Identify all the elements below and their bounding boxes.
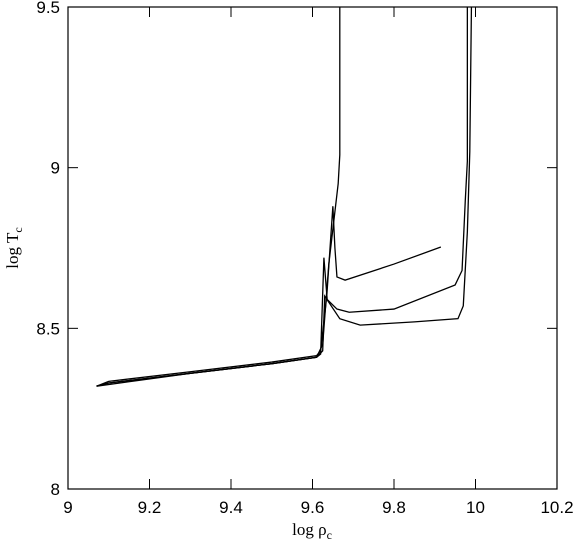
track-line — [96, 206, 442, 387]
y-axis-label: log Tc — [3, 227, 25, 268]
y-tick-label: 8 — [51, 480, 60, 499]
y-label-text: log T — [3, 232, 22, 269]
track-line — [96, 7, 341, 387]
x-label-subscript: c — [327, 528, 332, 542]
plot-frame — [67, 6, 558, 490]
x-label-text: log ρ — [292, 520, 326, 539]
x-tick-label: 9.4 — [219, 498, 243, 517]
x-tick-label: 9.2 — [138, 498, 162, 517]
x-tick-label: 9 — [63, 498, 72, 517]
x-tick-label: 9.6 — [301, 498, 325, 517]
x-tick-label: 9.8 — [382, 498, 406, 517]
y-label-subscript: c — [11, 227, 25, 232]
y-tick-label: 9.5 — [36, 0, 60, 17]
track-line — [96, 6, 473, 387]
y-tick-label: 8.5 — [36, 319, 60, 338]
y-tick-label: 9 — [51, 159, 60, 178]
x-tick-label: 10 — [466, 498, 485, 517]
track-line — [96, 7, 468, 387]
x-tick-label: 10.2 — [540, 498, 573, 517]
x-axis-label: log ρc — [292, 520, 332, 542]
